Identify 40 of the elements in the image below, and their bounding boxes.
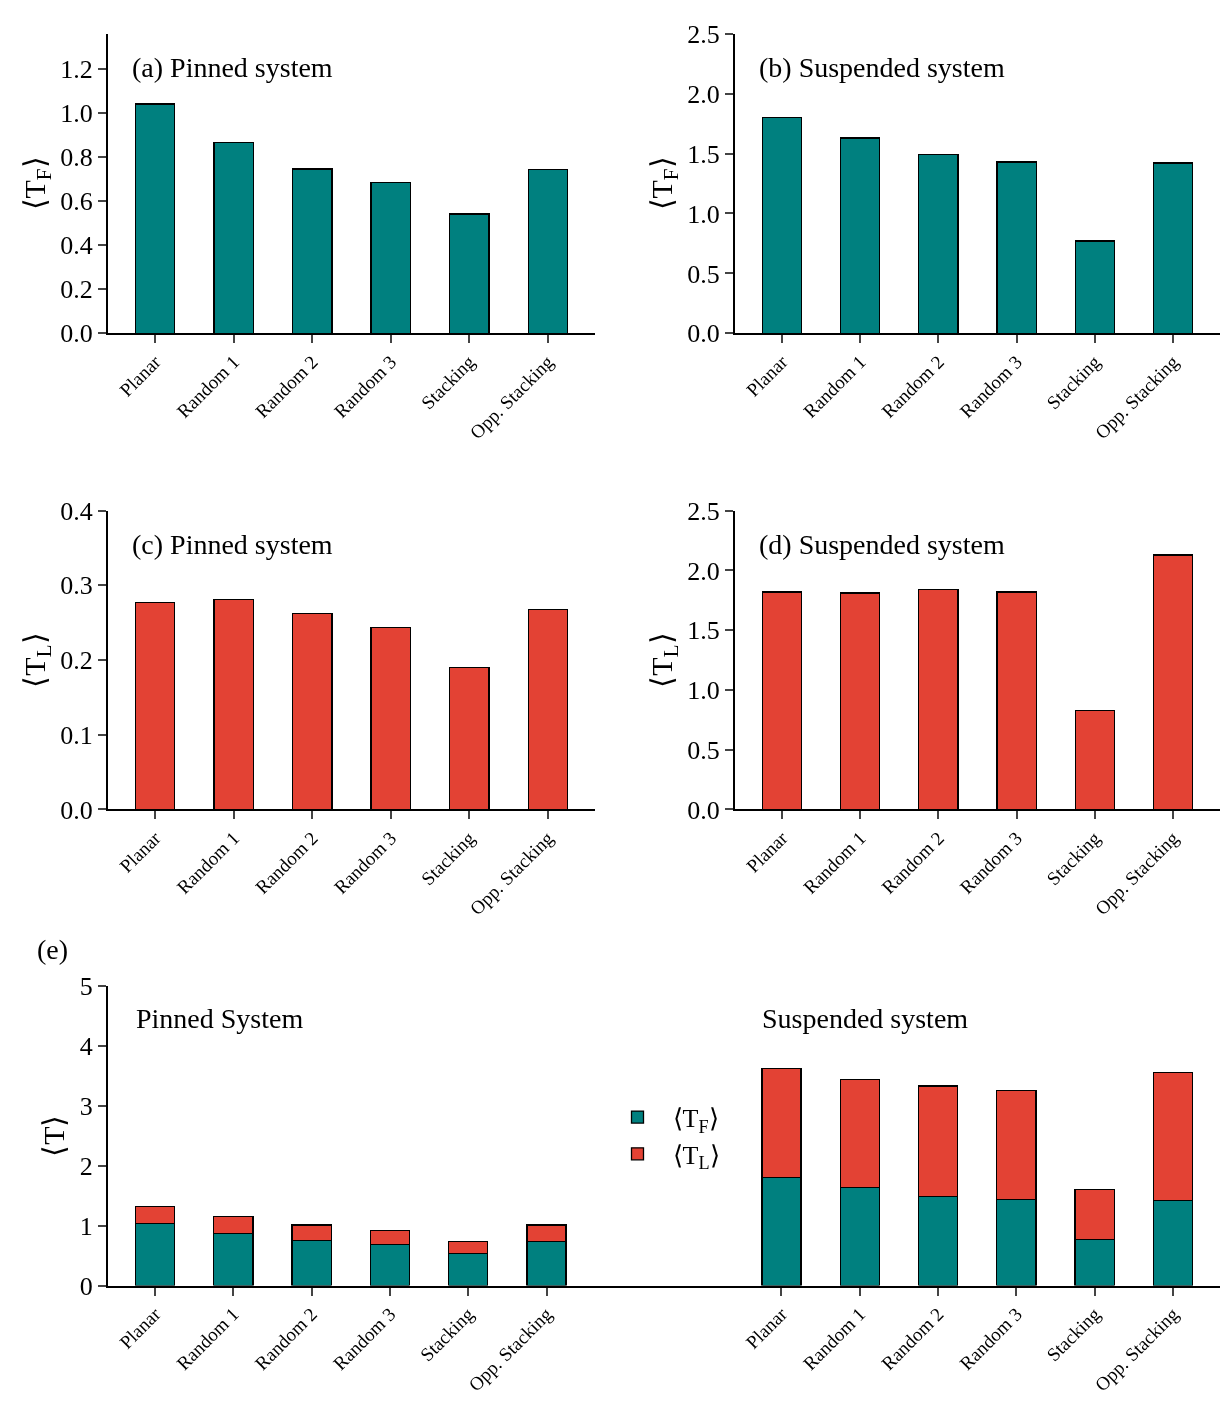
y-tick-label: 1.0 [60,99,93,129]
y-tick-label: 0.8 [60,143,93,173]
y-tick-label: 0.3 [60,571,93,601]
y-tick-label: 0.2 [60,646,93,676]
annotation: Pinned System [136,1003,304,1034]
y-tick-label: 0.5 [687,259,720,289]
y-tick-label: 0.6 [60,187,93,217]
text: (b) Suspended system [759,52,1005,83]
y-tick-label: 2.0 [687,556,720,586]
y-tick-label: 0.4 [60,231,93,261]
text: (d) Suspended system [759,529,1005,560]
y-tick-label: 0.0 [687,795,720,825]
y-tick-label: 3 [79,1091,93,1121]
annotation: Suspended system [762,1003,969,1034]
legend-label: ⟨T$_{L}$⟩ [672,1141,720,1174]
y-axis-title: ⟨T⟩ [37,1114,71,1157]
y-tick-label: 0 [79,1271,93,1301]
y-tick-label: 0.4 [60,496,93,526]
y-tick-label: 0.0 [687,319,720,349]
legend-label: ⟨T$_{F}$⟩ [672,1104,719,1137]
y-tick-label: 0.0 [60,319,93,349]
y-tick-label: 1.5 [687,616,720,646]
y-tick-label: 0.5 [687,735,720,765]
y-tick-label: 4 [79,1031,93,1061]
text: (a) Pinned system [132,52,333,83]
y-tick-label: 1.0 [687,676,720,706]
y-tick-label: 0.1 [60,720,93,750]
y-tick-label: 2.5 [687,496,720,526]
y-tick-label: 2.0 [687,79,720,109]
y-tick-label: 5 [79,971,93,1001]
chart-title: (e) [37,934,69,965]
y-tick-label: 1.0 [687,199,720,229]
text: (c) Pinned system [132,529,333,560]
y-tick-label: 1.5 [687,139,720,169]
y-tick-label: 0.0 [60,795,93,825]
y-tick-label: 1.2 [60,54,93,84]
y-tick-label: 0.2 [60,275,93,305]
y-tick-label: 1 [79,1211,93,1241]
y-tick-label: 2 [79,1151,93,1181]
y-tick-label: 2.5 [687,19,720,49]
